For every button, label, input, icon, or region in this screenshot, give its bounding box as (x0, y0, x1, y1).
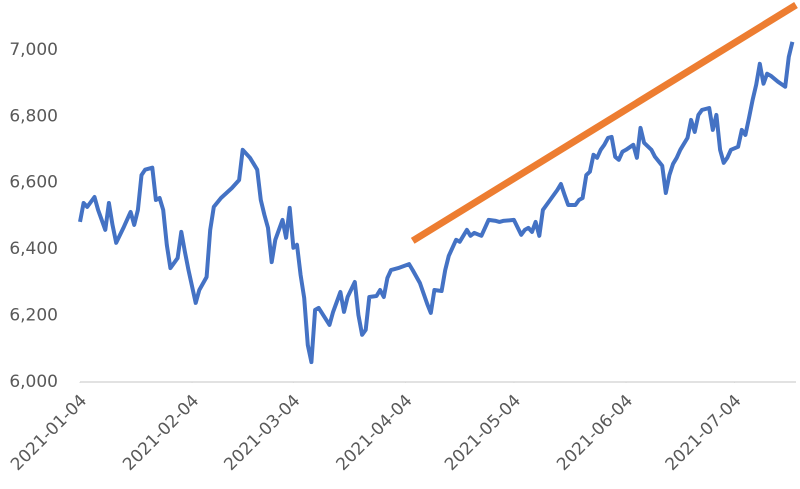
y-tick-label: 6,600 (9, 173, 58, 193)
x-tick-label: 2021-03-04 (220, 391, 304, 475)
y-tick-label: 7,000 (9, 40, 58, 60)
x-tick-label: 2021-04-04 (333, 391, 417, 475)
y-tick-label: 6,400 (9, 239, 58, 259)
x-tick-label: 2021-07-04 (662, 391, 746, 475)
y-tick-label: 6,000 (9, 372, 58, 392)
x-tick-label: 2021-02-04 (119, 391, 203, 475)
x-tick-label: 2021-06-04 (553, 391, 637, 475)
y-tick-label: 6,200 (9, 306, 58, 326)
y-tick-label: 6,800 (9, 106, 58, 126)
line-series (78, 41, 795, 365)
line-series (410, 2, 798, 244)
x-tick-label: 2021-05-04 (441, 391, 525, 475)
x-tick-label: 2021-01-04 (7, 391, 91, 475)
